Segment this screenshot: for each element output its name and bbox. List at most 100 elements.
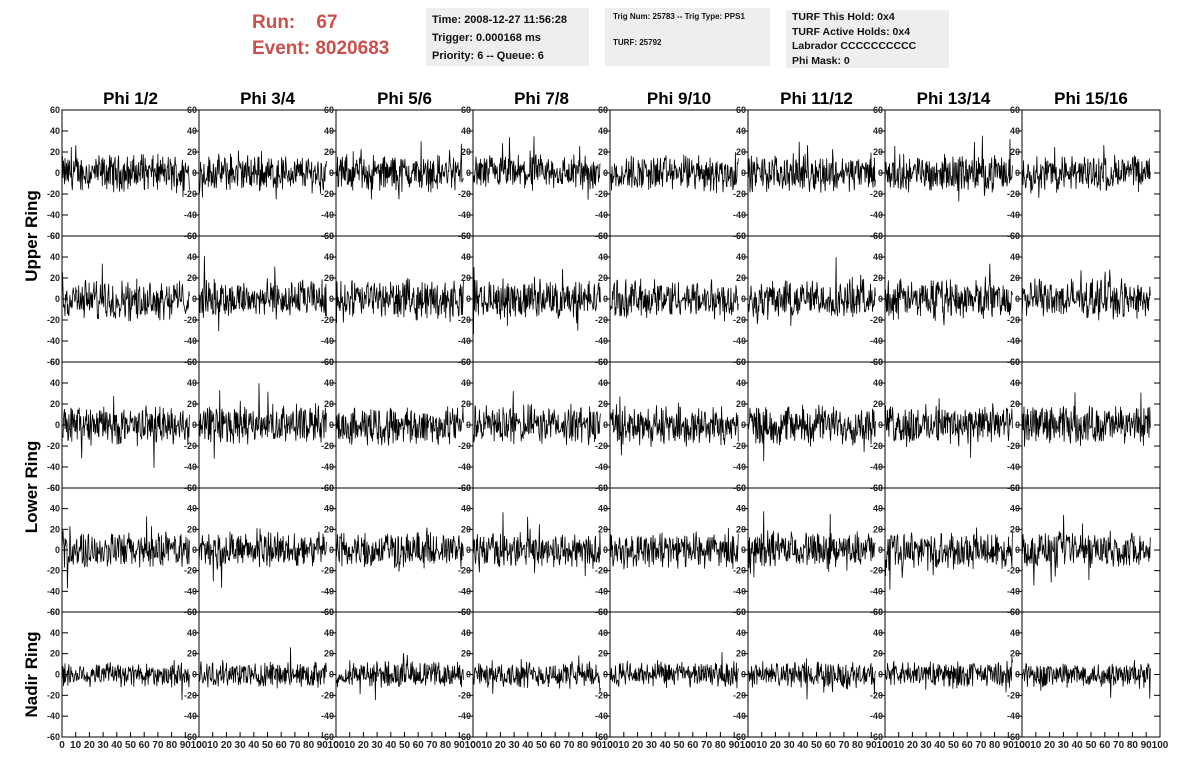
x-tick-label: 80 (989, 740, 1001, 751)
waveform-trace (1021, 392, 1151, 447)
y-tick-label: -40 (870, 586, 883, 596)
y-tick-label: 60 (873, 607, 883, 617)
waveform-trace (747, 141, 876, 193)
y-tick-label: 20 (461, 524, 471, 534)
y-tick-label: -60 (47, 732, 60, 742)
y-tick-label: 0 (329, 168, 334, 178)
y-tick-label: 20 (324, 147, 334, 157)
y-tick-label: -20 (733, 566, 746, 576)
waveform-trace (609, 278, 739, 322)
y-tick-label: 20 (873, 399, 883, 409)
y-tick-label: 20 (1010, 524, 1020, 534)
y-tick-label: 20 (736, 524, 746, 534)
y-tick-label: 40 (736, 628, 746, 638)
waveform-trace (61, 263, 190, 322)
y-tick-label: 0 (603, 420, 608, 430)
y-tick-label: 0 (603, 670, 608, 680)
y-tick-label: 20 (50, 147, 60, 157)
y-tick-label: -20 (184, 690, 197, 700)
y-tick-label: -20 (870, 189, 883, 199)
y-tick-label: 60 (873, 105, 883, 115)
y-tick-label: 40 (1010, 628, 1020, 638)
ring-label-1: Upper Ring (22, 190, 41, 282)
y-tick-label: 0 (466, 168, 471, 178)
turf-num-text: TURF: 25792 (613, 38, 662, 47)
y-tick-label: 20 (461, 147, 471, 157)
y-tick-label: 40 (324, 126, 334, 136)
y-tick-label: 20 (324, 524, 334, 534)
y-tick-label: 0 (55, 545, 60, 555)
y-tick-label: -20 (595, 441, 608, 451)
x-tick-label: 80 (303, 740, 315, 751)
y-tick-label: -40 (1007, 462, 1020, 472)
y-tick-label: 40 (736, 504, 746, 514)
y-tick-label: 60 (598, 105, 608, 115)
y-tick-label: 40 (1010, 378, 1020, 388)
y-tick-label: -40 (595, 210, 608, 220)
waveform-trace (747, 511, 876, 578)
y-tick-label: 60 (736, 231, 746, 241)
y-tick-label: -20 (733, 441, 746, 451)
y-tick-label: -20 (595, 566, 608, 576)
y-tick-label: -20 (47, 315, 60, 325)
x-tick-label: 50 (811, 740, 823, 751)
x-tick-label: 100 (740, 740, 757, 751)
x-tick-label: 100 (1014, 740, 1031, 751)
x-tick-label: 30 (235, 740, 247, 751)
y-tick-label: 60 (324, 231, 334, 241)
y-tick-label: -40 (47, 711, 60, 721)
y-tick-label: -40 (595, 711, 608, 721)
x-tick-label: 0 (607, 740, 613, 751)
y-tick-label: 60 (598, 607, 608, 617)
y-tick-label: -60 (47, 231, 60, 241)
y-tick-label: 40 (461, 628, 471, 638)
y-tick-label: -20 (458, 441, 471, 451)
x-tick-label: 10 (344, 740, 356, 751)
x-tick-label: 90 (1003, 740, 1015, 751)
y-tick-label: -40 (733, 210, 746, 220)
y-tick-label: -40 (184, 711, 197, 721)
y-tick-label: -20 (1007, 690, 1020, 700)
x-tick-label: 40 (1072, 740, 1084, 751)
x-tick-label: 70 (152, 740, 164, 751)
y-tick-label: -40 (870, 336, 883, 346)
y-tick-label: -20 (870, 315, 883, 325)
y-tick-label: -20 (870, 441, 883, 451)
y-tick-label: -60 (47, 607, 60, 617)
y-tick-label: 20 (1010, 273, 1020, 283)
y-tick-label: 20 (50, 399, 60, 409)
y-tick-label: -40 (733, 711, 746, 721)
waveform-trace (198, 255, 327, 332)
event-label: Event: (252, 38, 311, 59)
y-tick-label: -40 (321, 711, 334, 721)
x-tick-label: 80 (852, 740, 864, 751)
x-tick-label: 10 (1030, 740, 1042, 751)
waveform-trace (472, 512, 601, 577)
y-tick-label: 0 (741, 420, 746, 430)
y-tick-label: 20 (736, 399, 746, 409)
y-tick-label: 60 (461, 357, 471, 367)
x-tick-label: 70 (563, 740, 575, 751)
y-tick-label: 60 (187, 357, 197, 367)
x-tick-label: 30 (921, 740, 933, 751)
y-tick-label: 60 (736, 105, 746, 115)
y-tick-label: -20 (458, 566, 471, 576)
y-tick-label: -40 (321, 462, 334, 472)
y-tick-label: 20 (461, 273, 471, 283)
y-tick-label: -60 (47, 483, 60, 493)
y-tick-label: -20 (321, 690, 334, 700)
x-tick-label: 60 (276, 740, 288, 751)
y-tick-label: 20 (324, 273, 334, 283)
y-tick-label: -60 (733, 732, 746, 742)
waveform-trace (609, 152, 739, 194)
turf-hold-text: TURF This Hold: 0x4 (792, 11, 895, 23)
x-tick-label: 0 (59, 740, 65, 751)
y-tick-label: -60 (321, 732, 334, 742)
x-tick-label: 20 (84, 740, 96, 751)
ring-label-2: Lower Ring (22, 441, 41, 534)
x-tick-label: 60 (962, 740, 974, 751)
waveform-trace (335, 653, 464, 701)
y-tick-label: 40 (1010, 126, 1020, 136)
y-tick-label: -20 (321, 189, 334, 199)
x-tick-label: 10 (893, 740, 905, 751)
